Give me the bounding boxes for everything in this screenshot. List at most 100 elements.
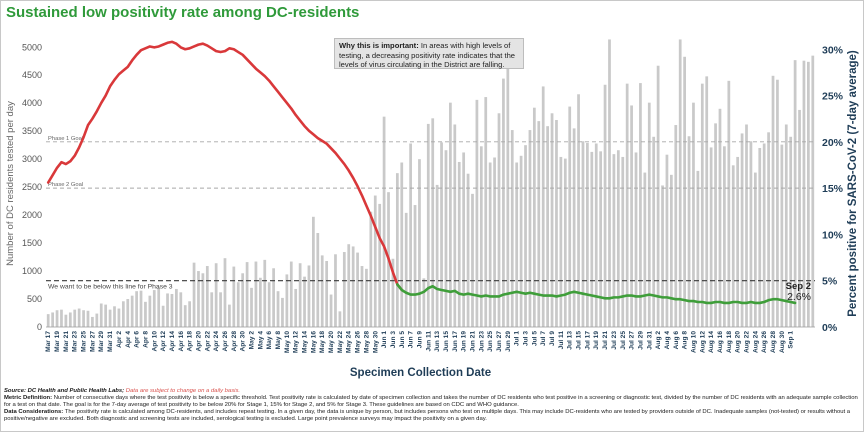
x-tick-label: Mar 25: [81, 331, 88, 352]
daily-tests-bar: [267, 282, 271, 327]
x-tick-label: Jul 29: [637, 331, 644, 350]
daily-tests-bar: [144, 301, 147, 327]
daily-tests-bar: [320, 255, 324, 327]
daily-tests-bar: [365, 268, 368, 327]
daily-tests-bar: [395, 173, 399, 327]
x-tick-label: May 14: [302, 331, 309, 353]
x-tick-label: Aug 30: [779, 331, 786, 353]
x-tick-label: Jun 15: [443, 331, 450, 352]
daily-tests-bar: [669, 174, 673, 327]
x-tick-label: Jul 23: [611, 331, 618, 350]
daily-tests-bar: [603, 84, 607, 327]
x-tick-label: Aug 10: [690, 331, 697, 353]
x-tick-label: Mar 21: [63, 331, 70, 352]
daily-tests-bar: [404, 212, 408, 327]
daily-tests-bar: [678, 39, 682, 327]
daily-tests-bar: [400, 162, 404, 327]
daily-tests-bar: [95, 313, 99, 327]
x-tick-label: Apr 2: [116, 331, 123, 348]
daily-tests-bar: [422, 278, 426, 327]
daily-tests-bar: [135, 291, 138, 327]
x-tick-label: Aug 6: [673, 331, 680, 350]
daily-tests-bar: [117, 308, 121, 327]
x-tick-label: Apr 22: [204, 331, 211, 352]
daily-tests-bar: [506, 50, 510, 327]
daily-tests-bar: [250, 287, 253, 327]
daily-tests-bar: [625, 83, 629, 327]
x-tick-label: Aug 16: [717, 331, 724, 353]
daily-tests-bar: [674, 125, 678, 327]
daily-tests-bar: [555, 120, 558, 327]
x-tick-label: Jun 1: [381, 331, 388, 349]
daily-tests-bar: [312, 216, 315, 327]
daily-tests-bar: [457, 161, 461, 327]
x-tick-label: Aug 4: [664, 331, 671, 350]
daily-tests-bar: [245, 262, 249, 327]
daily-tests-bar: [692, 102, 695, 327]
daily-tests-bar: [183, 305, 187, 327]
x-tick-label: Sep 1: [788, 331, 795, 349]
x-tick-label: Aug 24: [752, 331, 759, 353]
daily-tests-bar: [484, 97, 488, 327]
daily-tests-bar: [201, 273, 205, 327]
daily-tests-bar: [130, 295, 134, 327]
x-tick-label: Jun 23: [478, 331, 485, 352]
daily-tests-bar: [55, 310, 59, 327]
daily-tests-bar: [241, 273, 245, 327]
daily-tests-bar: [705, 76, 709, 327]
x-tick-label: Jul 25: [620, 331, 627, 350]
x-tick-label: Mar 17: [45, 331, 52, 352]
daily-tests-bar: [121, 301, 125, 327]
right-tick-label: 5%: [822, 276, 838, 288]
daily-tests-bar: [347, 244, 351, 327]
x-tick-label: Mar 19: [54, 331, 61, 352]
daily-tests-bar: [281, 297, 284, 327]
daily-tests-bar: [776, 79, 779, 327]
x-tick-label: Jun 29: [505, 331, 512, 352]
x-tick-label: Jul 13: [567, 331, 574, 350]
daily-tests-bar: [214, 263, 218, 327]
left-tick-label: 4000: [22, 98, 42, 108]
x-tick-label: Apr 14: [169, 331, 176, 352]
daily-tests-bar: [594, 143, 598, 327]
x-tick-label: Jul 21: [602, 331, 609, 350]
daily-tests-bar: [475, 99, 479, 327]
daily-tests-bar: [532, 107, 536, 327]
x-tick-label: Jul 15: [576, 331, 583, 350]
reference-lines-layer: Phase 1 Goal Phase 2 Goal We want to be be…: [46, 136, 815, 291]
daily-tests-bar: [126, 299, 130, 327]
left-axis-title: Number of DC residents tested per day: [5, 101, 16, 266]
daily-tests-bar: [170, 293, 174, 327]
reference-line-label: Phase 2 Goal: [48, 182, 83, 188]
daily-tests-bar: [435, 184, 439, 327]
x-tick-label: May 12: [293, 331, 300, 353]
x-tick-label: Aug 22: [744, 331, 751, 353]
daily-tests-bar: [515, 162, 519, 327]
x-tick-label: Jul 11: [558, 331, 565, 350]
x-tick-label: Aug 12: [699, 331, 706, 353]
daily-tests-bar: [444, 150, 448, 327]
left-tick-label: 3000: [22, 154, 42, 164]
reference-line-label: We want to be below this line for Phase …: [48, 284, 173, 291]
daily-tests-bar: [285, 274, 289, 327]
daily-tests-bar: [581, 141, 585, 327]
daily-tests-bar: [205, 266, 209, 327]
x-tick-label: Jun 11: [425, 331, 432, 352]
importance-callout: Why this is important: In areas with hig…: [334, 38, 524, 69]
x-tick-label: Jun 19: [461, 331, 468, 352]
daily-tests-bar: [325, 260, 329, 327]
daily-tests-bar: [223, 258, 227, 327]
daily-tests-bar: [148, 295, 152, 327]
daily-tests-bar: [541, 86, 545, 328]
left-tick-label: 1500: [22, 238, 42, 248]
daily-tests-bar: [736, 156, 740, 327]
x-tick-label: May 18: [319, 331, 326, 353]
footer-data-label: Data Considerations:: [4, 409, 64, 415]
x-tick-label: May 24: [346, 331, 353, 353]
x-tick-label: Apr 20: [195, 331, 202, 352]
daily-tests-bar: [524, 145, 527, 327]
footer-data-text: The positivity rate is calculated among …: [4, 409, 851, 422]
x-tick-label: Mar 27: [89, 331, 96, 352]
daily-tests-bar: [382, 116, 386, 328]
